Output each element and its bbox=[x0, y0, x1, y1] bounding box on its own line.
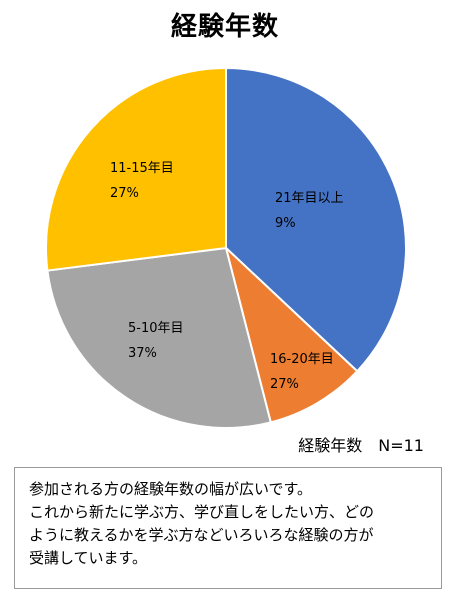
sample-size-label: 経験年数 N=11 bbox=[298, 436, 424, 455]
slice-percent-label: 27% bbox=[270, 377, 299, 392]
slice-percent-label: 37% bbox=[128, 346, 157, 361]
description-line: 受講しています。 bbox=[29, 549, 148, 567]
description-line: ように教えるかを学ぶ方などいろいろな経験の方が bbox=[29, 526, 374, 544]
pie-slices bbox=[45, 66, 407, 429]
description-line: 参加される方の経験年数の幅が広いです。 bbox=[29, 480, 313, 498]
slice-category-label: 5-10年目 bbox=[128, 321, 184, 336]
slice-category-label: 21年目以上 bbox=[275, 191, 344, 206]
slice-percent-label: 27% bbox=[110, 186, 139, 201]
slice-category-label: 11-15年目 bbox=[110, 161, 174, 176]
pie-chart: 21年目以上 9% 16-20年目 27% 5-10年目 37% 11-15年目 27% bbox=[45, 66, 407, 429]
description-box: 参加される方の経験年数の幅が広いです。 これから新たに学ぶ方、学び直しをしたい方… bbox=[14, 467, 442, 589]
slice-5-10 bbox=[46, 246, 272, 429]
slice-11-15 bbox=[45, 66, 227, 272]
slice-percent-label: 9% bbox=[275, 216, 296, 231]
chart-title: 経験年数 bbox=[170, 12, 279, 42]
slice-category-label: 16-20年目 bbox=[270, 352, 334, 367]
pie-labels: 21年目以上 9% 16-20年目 27% 5-10年目 37% 11-15年目 27% bbox=[110, 161, 344, 392]
description-line: これから新たに学ぶ方、学び直しをしたい方、どの bbox=[29, 503, 375, 521]
slice-16-20 bbox=[224, 244, 359, 424]
slice-21-plus bbox=[225, 66, 407, 373]
